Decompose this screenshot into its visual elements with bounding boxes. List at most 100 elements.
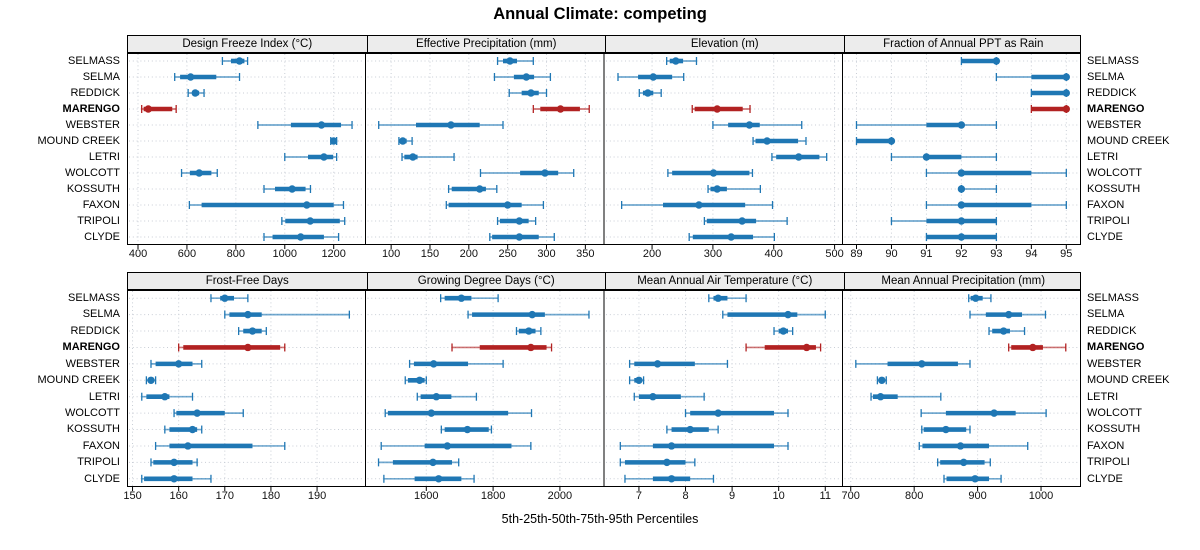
- row-label: CLYDE: [84, 472, 120, 485]
- row-label: REDDICK: [70, 324, 120, 337]
- median-dot: [971, 475, 979, 483]
- axis-tick-label: 200: [642, 248, 662, 260]
- median-dot: [714, 409, 722, 417]
- median-dot: [999, 327, 1008, 335]
- axis-tick-label: 93: [990, 248, 1003, 260]
- row-label: WOLCOTT: [1087, 167, 1142, 179]
- median-dot: [1062, 105, 1071, 113]
- median-dot: [794, 153, 803, 161]
- median-dot: [887, 137, 896, 145]
- axis-tick-label: 92: [955, 248, 968, 260]
- row-label: SELMA: [1087, 308, 1125, 321]
- panel-strip-title: Design Freeze Index (°C): [182, 38, 313, 50]
- median-dot: [432, 393, 441, 401]
- median-dot: [802, 343, 811, 352]
- row-label: LETRI: [1087, 151, 1119, 163]
- row-label: CLYDE: [84, 231, 120, 243]
- median-dot: [248, 327, 257, 335]
- median-dot: [415, 376, 424, 384]
- median-dot: [147, 376, 155, 384]
- row-label: FAXON: [1087, 439, 1125, 452]
- median-dot: [527, 343, 535, 352]
- axis-tick-label: 900: [968, 490, 987, 502]
- panel-strip-title: Mean Annual Air Temperature (°C): [637, 275, 813, 287]
- axis-tick-label: 94: [1025, 248, 1038, 260]
- panel-strip: Fraction of Annual PPT as Rain: [843, 36, 1083, 52]
- median-dot: [515, 233, 524, 241]
- median-dot: [667, 442, 676, 450]
- axis-tick-label: 400: [764, 248, 783, 260]
- median-dot: [992, 57, 1001, 65]
- panel-8: [844, 291, 1079, 491]
- row-label: KOSSUTH: [1087, 183, 1141, 195]
- median-dot: [170, 458, 178, 467]
- axis-tick-label: 1600: [414, 490, 439, 502]
- panel-strip-title: Fraction of Annual PPT as Rain: [883, 38, 1044, 50]
- median-dot: [1004, 310, 1013, 319]
- row-label: MOUND CREEK: [37, 135, 120, 147]
- axis-tick-label: 8: [682, 490, 689, 502]
- row-label: LETRI: [88, 390, 120, 403]
- row-labels-right: SELMASS SELMA REDDICK MARENGO WEBSTER MOUND C…: [1087, 290, 1199, 487]
- median-dot: [188, 425, 197, 434]
- plot-row: [127, 53, 1081, 249]
- row-label: MOUND CREEK: [37, 374, 120, 387]
- row-label: MARENGO: [62, 103, 120, 115]
- panel-strip: Frost-Free Days: [128, 273, 367, 289]
- row-label: TRIPOLI: [1087, 215, 1130, 227]
- chart-title: Annual Climate: competing: [493, 5, 707, 23]
- median-dot: [738, 217, 746, 225]
- median-dot: [447, 121, 455, 129]
- axis-tick-label: 2000: [547, 490, 573, 502]
- row-label: SELMA: [82, 71, 120, 83]
- median-dot: [957, 121, 966, 129]
- axis-tick-label: 9: [729, 490, 736, 502]
- strip-row: Frost-Free Days Growing Degree Days (°C) M…: [127, 272, 1081, 290]
- panel-strip: Mean Annual Air Temperature (°C): [605, 273, 844, 289]
- row-label: WEBSTER: [1087, 357, 1142, 370]
- row-label: SELMASS: [68, 55, 120, 67]
- axis-tick-label: 250: [498, 248, 517, 260]
- panel-strip-title: Elevation (m): [690, 38, 759, 50]
- median-dot: [434, 475, 443, 483]
- median-dot: [649, 393, 657, 401]
- axis-tick-label: 91: [920, 248, 933, 260]
- panel-strip-title: Growing Degree Days (°C): [417, 275, 555, 287]
- row-label: CLYDE: [1087, 231, 1123, 243]
- median-dot: [306, 217, 314, 225]
- median-dot: [476, 185, 484, 193]
- panel-strip-title: Mean Annual Precipitation (mm): [881, 275, 1046, 287]
- plot-row: [127, 290, 1081, 491]
- median-dot: [244, 343, 252, 352]
- median-dot: [195, 169, 203, 177]
- median-dot: [463, 425, 472, 434]
- axis-tick-label: 150: [420, 248, 440, 260]
- row-label: CLYDE: [1087, 472, 1123, 485]
- median-dot: [959, 458, 968, 467]
- median-dot: [1029, 343, 1037, 352]
- axis-caption: 5th-25th-50th-75th-95th Percentiles: [501, 512, 699, 526]
- median-dot: [184, 442, 192, 450]
- median-dot: [429, 360, 438, 368]
- median-dot: [713, 185, 721, 193]
- median-dot: [528, 310, 536, 319]
- median-dot: [972, 294, 980, 302]
- row-label: REDDICK: [70, 87, 120, 99]
- median-dot: [503, 201, 512, 209]
- row-label: KOSSUTH: [1087, 423, 1141, 436]
- axis-row: 150 160 170 180 190 1600 1800 2000 7 8 9 10 11 700 800…: [123, 490, 1081, 504]
- median-dot: [191, 89, 199, 97]
- row-label: SELMA: [1087, 71, 1125, 83]
- panel-1: [129, 54, 364, 249]
- median-dot: [779, 327, 788, 335]
- axis-tick-label: 190: [307, 490, 327, 502]
- median-dot: [649, 73, 657, 81]
- median-dot: [957, 217, 966, 225]
- axis-tick-label: 300: [703, 248, 723, 260]
- row-label: MOUND CREEK: [1087, 135, 1170, 147]
- row-label: FAXON: [1087, 199, 1125, 211]
- row-labels-right: SELMASS SELMA REDDICK MARENGO WEBSTER MOUND C…: [1087, 53, 1199, 245]
- axis-tick-label: 700: [841, 490, 860, 502]
- median-dot: [221, 294, 229, 302]
